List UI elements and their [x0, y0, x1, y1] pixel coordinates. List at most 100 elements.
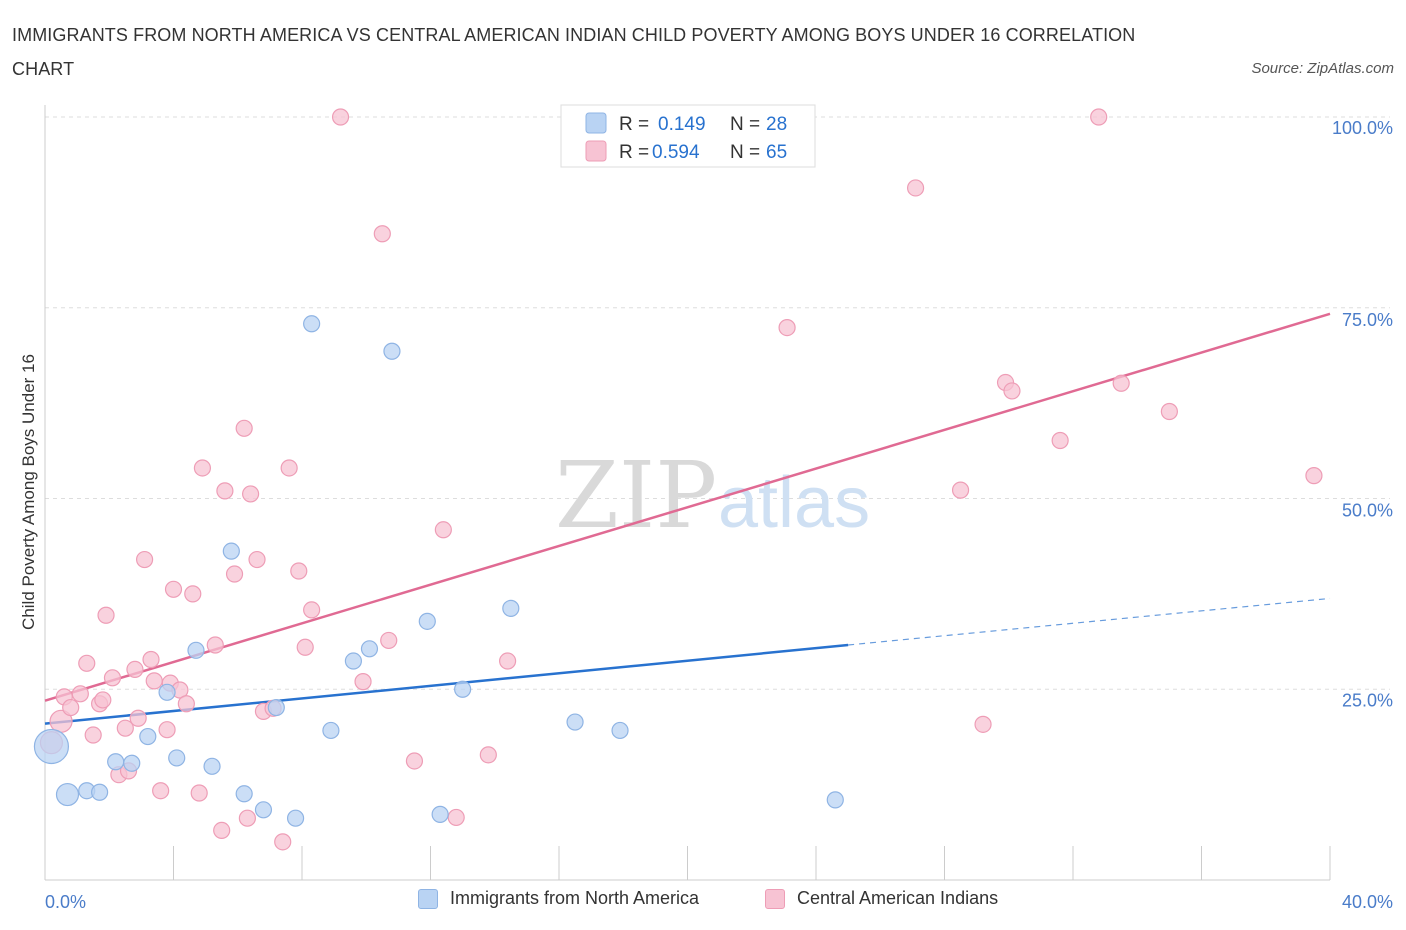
y-tick-label: 100.0% — [1332, 118, 1393, 138]
data-point-north-america — [286, 809, 305, 827]
data-point-central-american-indians — [84, 726, 102, 744]
data-point-central-american-indians — [290, 562, 308, 580]
data-point-central-american-indians — [62, 698, 80, 717]
data-point-central-american-indians — [97, 606, 115, 624]
legend-item-north-america[interactable]: Immigrants from North America — [418, 888, 699, 909]
data-point-central-american-indians — [103, 669, 122, 687]
data-point-central-american-indians — [906, 179, 925, 197]
data-point-north-america — [107, 753, 125, 771]
data-point-central-american-indians — [71, 685, 89, 703]
stats-swatch-blue — [585, 112, 607, 134]
data-point-north-america — [123, 754, 141, 772]
data-point-central-american-indians — [116, 719, 134, 737]
stats-r-value-1: 0.149 — [658, 114, 706, 135]
y-tick-labels: 100.0% 75.0% 50.0% 25.0% — [1332, 118, 1393, 710]
data-point-north-america — [303, 315, 321, 333]
data-point-central-american-indians — [225, 565, 244, 583]
data-point-central-american-indians — [499, 652, 517, 670]
data-point-central-american-indians — [248, 550, 266, 569]
data-point-central-american-indians — [78, 654, 96, 672]
data-point-central-american-indians — [1112, 374, 1130, 392]
legend-item-central-american-indians[interactable]: Central American Indians — [765, 888, 998, 909]
x-tick-label: 0.0% — [45, 892, 86, 912]
data-point-north-america — [222, 542, 240, 560]
stats-r-value-2: 0.594 — [652, 142, 700, 163]
gridlines — [45, 116, 1390, 690]
data-point-central-american-indians — [94, 691, 112, 709]
data-point-central-american-indians — [216, 482, 234, 500]
data-point-north-america — [566, 713, 584, 731]
data-point-north-america — [203, 757, 221, 775]
data-point-north-america — [322, 721, 340, 740]
data-point-central-american-indians — [177, 695, 195, 713]
trend-line-central-american-indians — [44, 312, 1331, 702]
trend-line-north-america-extension — [848, 597, 1331, 646]
legend-label-central-american-indians: Central American Indians — [797, 888, 999, 908]
data-point-central-american-indians — [135, 550, 154, 569]
data-point-central-american-indians — [479, 746, 497, 764]
y-tick-label: 75.0% — [1342, 310, 1393, 330]
data-point-central-american-indians — [190, 784, 208, 802]
data-point-central-american-indians — [296, 638, 314, 656]
y-tick-label: 50.0% — [1342, 501, 1393, 521]
legend-swatch-pink — [765, 888, 785, 909]
data-point-central-american-indians — [142, 650, 160, 669]
data-point-north-america — [383, 342, 401, 360]
data-point-central-american-indians — [1003, 382, 1021, 400]
trend-line-north-america — [44, 643, 849, 725]
data-point-north-america — [418, 612, 436, 630]
data-point-central-american-indians — [1160, 402, 1178, 421]
data-point-central-american-indians — [280, 459, 298, 477]
data-point-central-american-indians — [303, 601, 321, 619]
data-point-central-american-indians — [974, 715, 992, 733]
stats-n-label-1: N = — [730, 114, 760, 135]
data-point-central-american-indians — [126, 660, 144, 679]
chart-title: IMMIGRANTS FROM NORTH AMERICA VS CENTRAL… — [12, 25, 1136, 79]
data-point-central-american-indians — [164, 580, 183, 598]
stats-swatch-pink — [585, 140, 607, 162]
data-point-central-american-indians — [152, 782, 170, 800]
stats-legend: R = 0.149 N = 28 R = 0.594 N = 65 — [560, 104, 816, 168]
data-point-central-american-indians — [1305, 467, 1323, 485]
data-point-north-america — [187, 641, 205, 659]
data-point-central-american-indians — [434, 521, 452, 539]
data-point-north-america — [454, 680, 472, 698]
data-point-central-american-indians — [193, 459, 212, 477]
y-tick-label: 25.0% — [1342, 690, 1393, 710]
data-point-north-america — [168, 749, 186, 767]
data-point-central-american-indians — [373, 225, 391, 243]
data-point-north-america — [235, 785, 253, 803]
data-point-central-american-indians — [213, 821, 231, 840]
data-point-central-american-indians — [1051, 431, 1069, 450]
data-point-north-america — [55, 782, 80, 807]
data-point-central-american-indians — [129, 709, 147, 727]
data-point-north-america — [502, 599, 520, 617]
data-point-central-american-indians — [380, 631, 398, 650]
stats-r-label-1: R = — [619, 114, 649, 135]
data-point-central-american-indians — [184, 585, 202, 603]
data-point-north-america — [267, 698, 285, 717]
data-point-central-american-indians — [206, 636, 224, 654]
bottom-legend: Immigrants from North America Central Am… — [0, 888, 1406, 918]
data-point-central-american-indians — [354, 673, 372, 691]
data-point-central-american-indians — [145, 672, 163, 690]
data-point-central-american-indians — [238, 809, 256, 827]
data-point-north-america — [139, 727, 157, 746]
legend-label-north-america: Immigrants from North America — [450, 888, 700, 908]
data-point-central-american-indians — [158, 721, 176, 739]
data-point-central-american-indians — [242, 485, 260, 503]
data-point-central-american-indians — [331, 108, 350, 126]
data-point-north-america — [431, 805, 449, 823]
x-tick-labels: 0.0% 40.0% — [45, 892, 1393, 912]
data-point-north-america — [254, 801, 273, 819]
data-point-north-america — [33, 728, 70, 765]
data-point-central-american-indians — [447, 808, 465, 827]
stats-n-label-2: N = — [730, 142, 760, 163]
legend-swatch-blue — [418, 888, 438, 909]
data-point-central-american-indians — [274, 833, 292, 851]
data-point-north-america — [91, 783, 109, 801]
watermark-zip: ZIP — [555, 442, 717, 549]
stats-n-value-2: 65 — [766, 142, 787, 163]
data-point-central-american-indians — [778, 318, 796, 337]
